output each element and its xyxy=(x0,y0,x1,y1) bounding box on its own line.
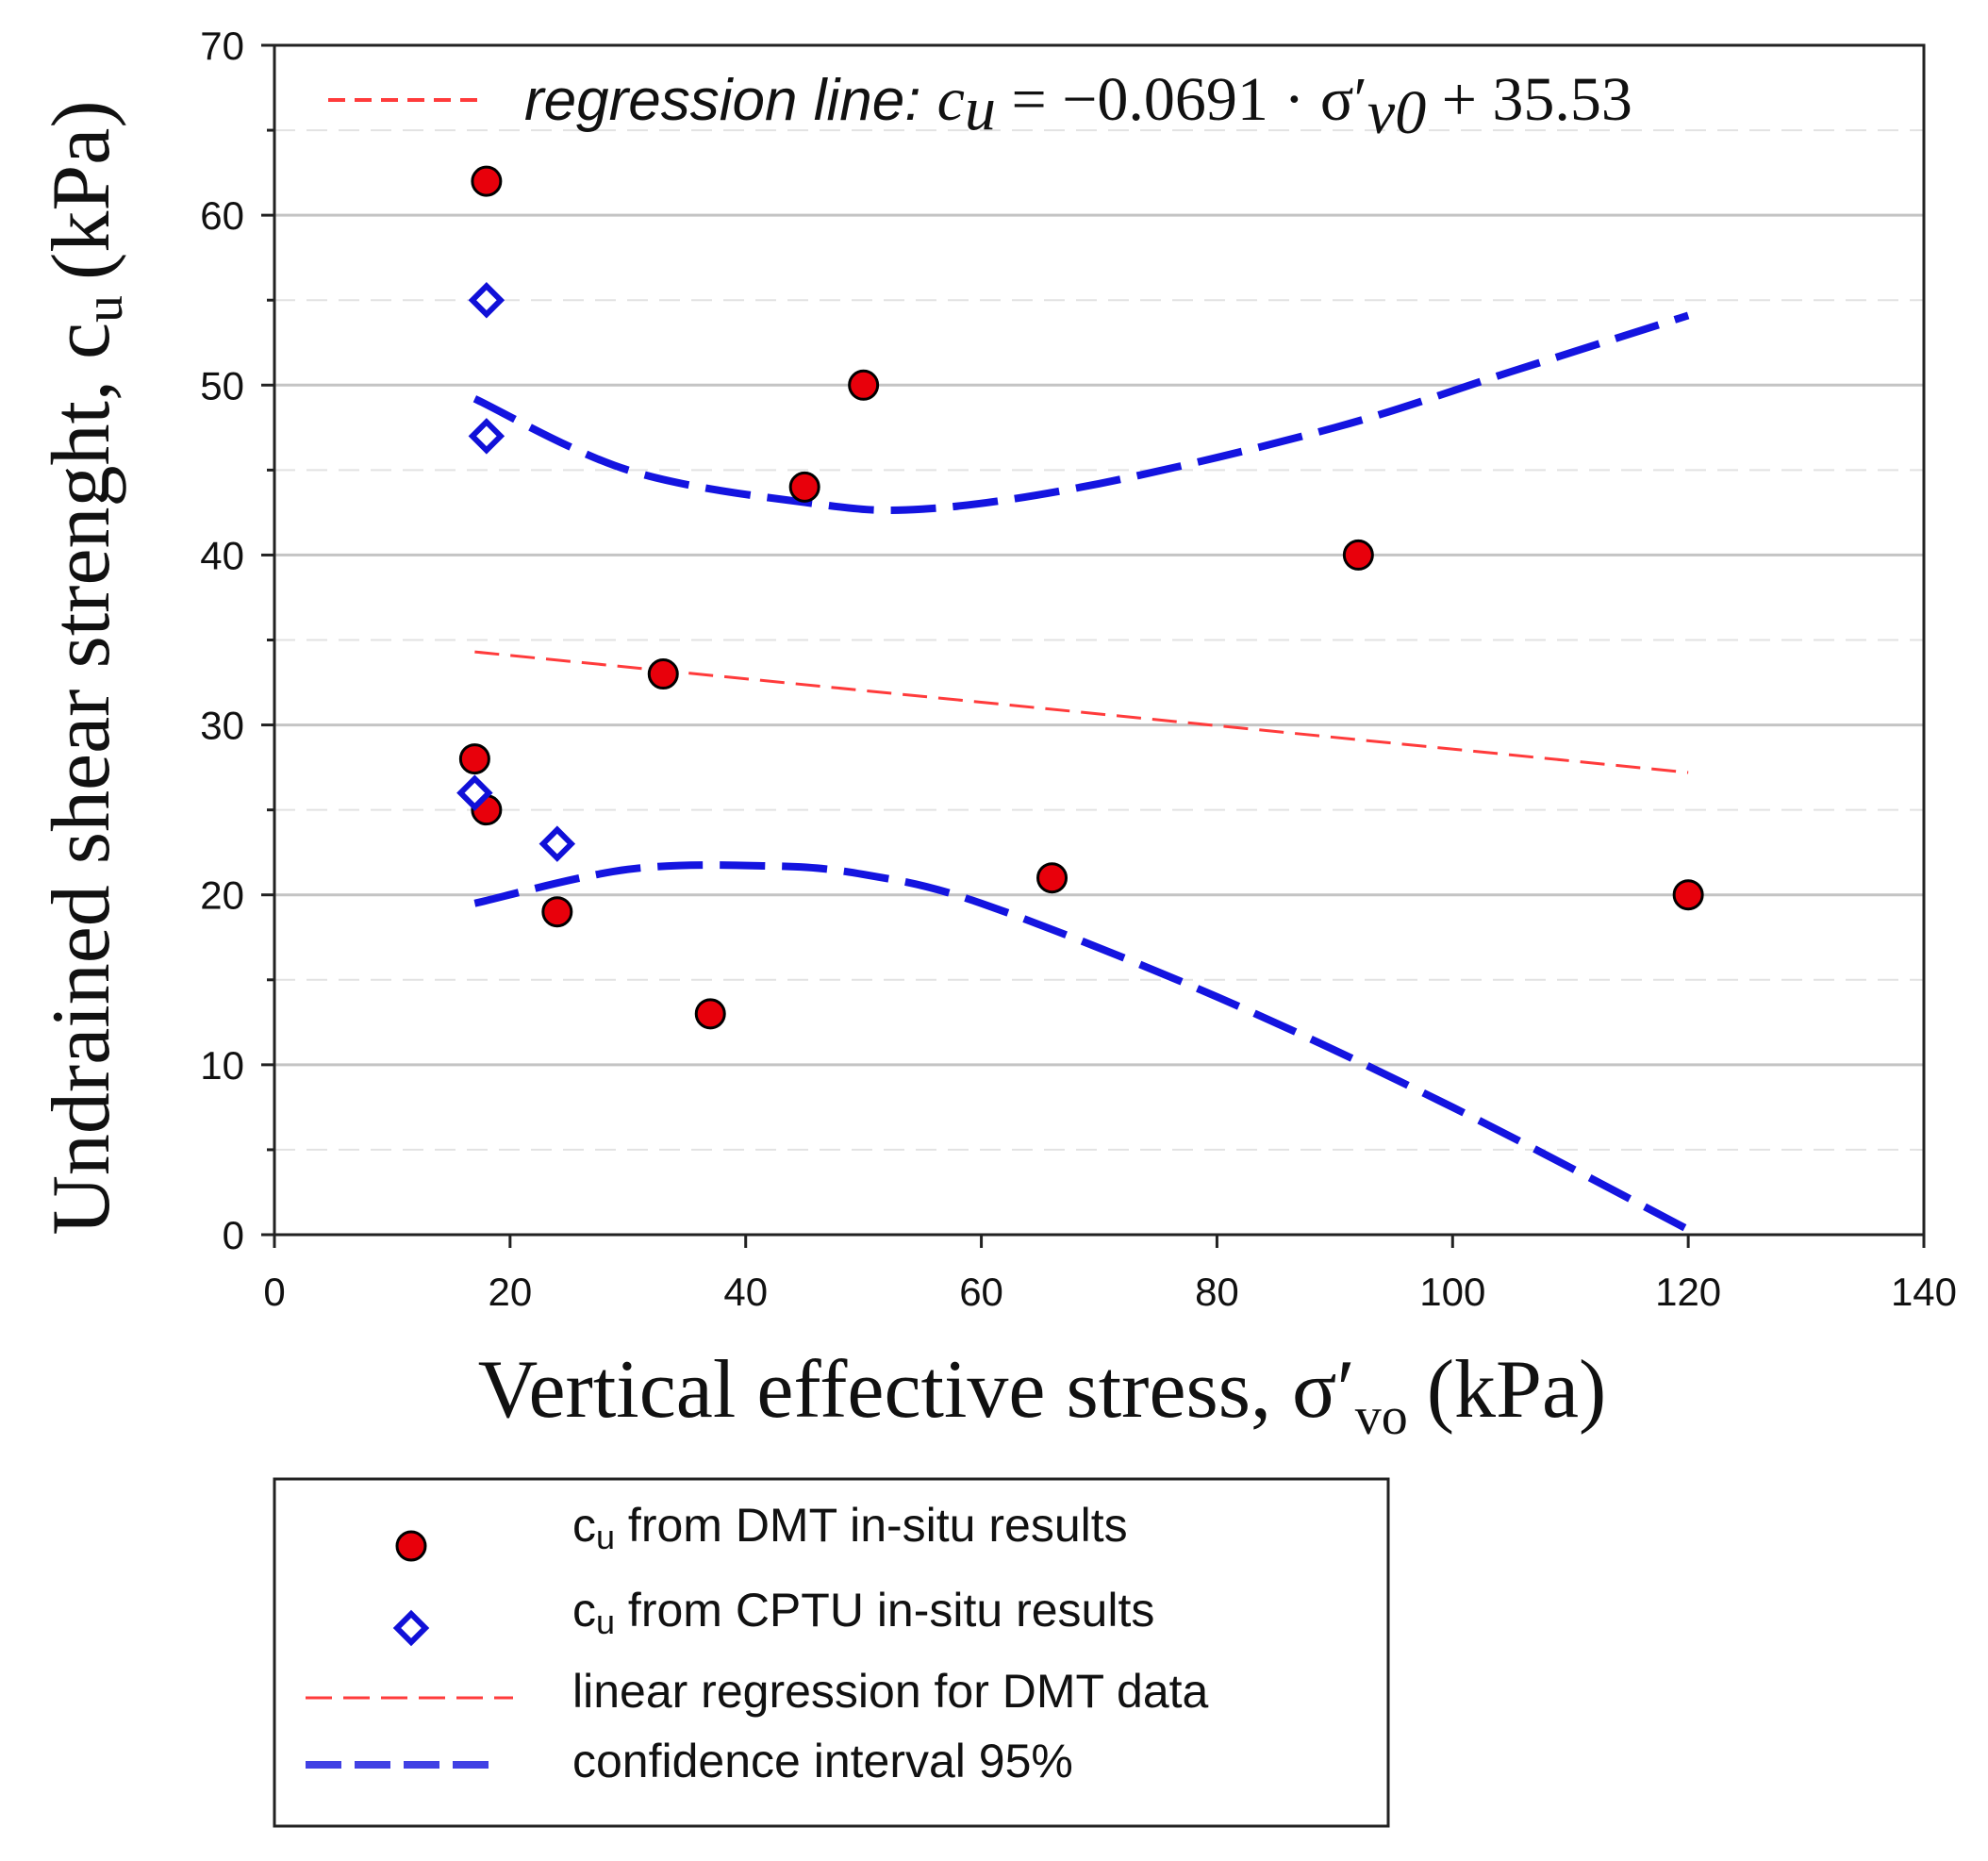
legend-item-cptu-pre: c xyxy=(572,1584,596,1637)
point-dmt xyxy=(458,743,490,775)
annotation-prefix: regression line: xyxy=(524,68,937,133)
legend-item-cptu-label: from CPTU in-situ results xyxy=(615,1584,1154,1637)
chart-points xyxy=(456,165,1704,1030)
legend-item-dmt: cu from DMT in-situ results xyxy=(572,1499,1128,1556)
legend: cu from DMT in-situ results cu from CPTU… xyxy=(273,1477,1390,1828)
x-axis-title-unit: (kPa) xyxy=(1427,1344,1607,1436)
x-axis-title-main: Vertical effective stress, σ′ xyxy=(478,1344,1355,1436)
y-tick-label: 30 xyxy=(200,704,244,748)
annotation-eq-part2: + 35.53 xyxy=(1426,65,1632,134)
legend-item-dmt-sub: u xyxy=(596,1518,615,1556)
y-tick-label: 10 xyxy=(200,1043,244,1088)
legend-item-regression: linear regression for DMT data xyxy=(572,1665,1209,1718)
point-dmt xyxy=(848,369,880,401)
x-tick-label: 120 xyxy=(1655,1270,1721,1314)
svg-text:regression line: cu = −0.0691: regression line: cu = −0.0691 · σ′v0 + 3… xyxy=(524,65,1632,147)
chart-lines xyxy=(472,311,1690,1234)
legend-marker-dmt xyxy=(395,1530,427,1562)
y-axis-title-sub: u xyxy=(73,295,134,323)
grid xyxy=(274,129,1924,1151)
y-tick-label: 40 xyxy=(200,533,244,577)
point-dmt xyxy=(1672,879,1704,911)
annotation: regression line: cu = −0.0691 · σ′v0 + 3… xyxy=(328,65,1632,147)
y-tick-label: 50 xyxy=(200,363,244,407)
point-dmt xyxy=(694,998,726,1030)
x-tick-label: 20 xyxy=(488,1270,532,1314)
point-cptu xyxy=(456,774,493,811)
y-tick-label: 70 xyxy=(200,24,244,68)
x-axis-title-sub: vo xyxy=(1355,1387,1408,1446)
point-dmt xyxy=(788,471,820,503)
point-dmt xyxy=(647,658,679,690)
annotation-eq-sub: v0 xyxy=(1367,78,1426,147)
x-tick-label: 100 xyxy=(1419,1270,1485,1314)
point-dmt xyxy=(471,165,503,197)
line-ci-upper xyxy=(472,311,1690,515)
legend-item-dmt-pre: c xyxy=(572,1499,596,1552)
x-tick-label: 80 xyxy=(1195,1270,1239,1314)
point-dmt xyxy=(541,896,573,928)
x-tick-label: 0 xyxy=(263,1270,285,1314)
legend-item-dmt-label: from DMT in-situ results xyxy=(615,1499,1128,1552)
point-cptu xyxy=(468,281,505,319)
x-tick-label: 140 xyxy=(1891,1270,1957,1314)
x-tick-label: 60 xyxy=(959,1270,1003,1314)
annotation-lhs: c xyxy=(937,65,965,134)
point-dmt xyxy=(1342,539,1374,571)
line-ci-lower xyxy=(473,861,1690,1234)
legend-item-cptu: cu from CPTU in-situ results xyxy=(572,1584,1154,1641)
legend-item-ci: confidence interval 95% xyxy=(572,1735,1073,1787)
y-axis-ticks: 0 10 20 30 40 50 60 70 xyxy=(200,24,274,1257)
x-axis-ticks: 0 20 40 60 80 100 120 140 xyxy=(263,1235,1957,1314)
y-tick-label: 60 xyxy=(200,193,244,238)
legend-marker-cptu xyxy=(392,1609,430,1647)
y-tick-label: 0 xyxy=(223,1213,244,1257)
y-axis-title-main: Undrained shear strenght, c xyxy=(36,323,127,1236)
annotation-eq-part1: = −0.0691 · σ′ xyxy=(996,65,1367,134)
annotation-lhs-sub: u xyxy=(965,75,996,143)
y-axis-title-unit: (kPa) xyxy=(36,100,127,280)
point-dmt xyxy=(1036,862,1069,894)
x-axis-title: Vertical effective stress, σ′vo (kPa) xyxy=(478,1344,1607,1446)
point-cptu xyxy=(538,825,576,862)
y-tick-label: 20 xyxy=(200,873,244,918)
x-tick-label: 40 xyxy=(723,1270,768,1314)
y-axis-title: Undrained shear strenght, cu (kPa) xyxy=(36,100,134,1235)
point-cptu xyxy=(468,418,505,455)
legend-item-cptu-sub: u xyxy=(596,1603,615,1641)
plot-frame xyxy=(273,43,1926,1237)
